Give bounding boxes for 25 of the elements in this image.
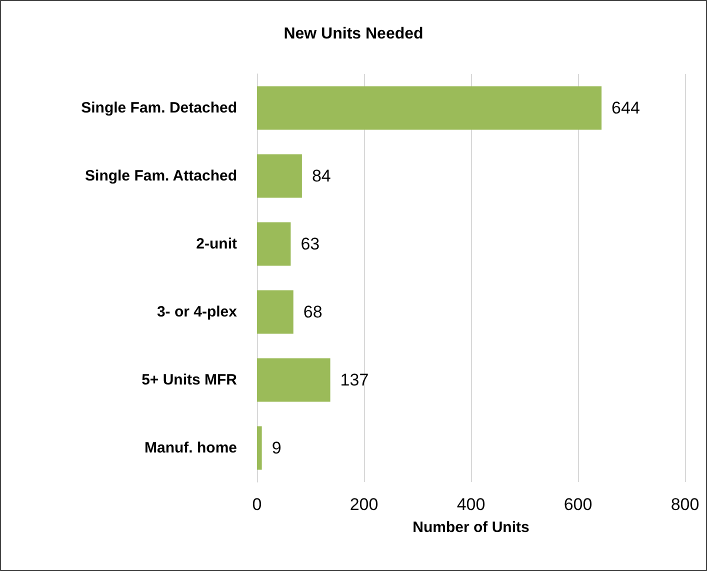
y-tick-label: Manuf. home [144,440,237,456]
chart-title: New Units Needed [284,26,424,42]
data-label: 137 [340,370,369,390]
x-tick-label: 200 [350,495,378,514]
x-tick-label: 0 [252,495,262,514]
y-tick-label: Single Fam. Detached [81,100,237,116]
data-label: 68 [303,302,322,322]
bar [257,358,330,402]
bar [257,154,302,198]
data-label: 84 [312,166,331,186]
y-tick-label: Single Fam. Attached [85,168,237,184]
bar [257,290,294,334]
data-label: 63 [300,234,320,254]
x-axis-title: Number of Units [412,519,530,536]
data-label: 9 [272,438,282,458]
bar [257,426,262,470]
bar [257,222,291,266]
x-tick-label: 600 [564,495,592,514]
y-tick-label: 2-unit [196,236,237,252]
x-tick-label: 800 [670,495,700,514]
x-tick-label: 400 [456,495,486,514]
y-tick-label: 3- or 4-plex [156,304,238,320]
y-tick-label: 5+ Units MFR [142,372,238,388]
data-label: 644 [612,98,640,118]
bar [257,86,602,130]
